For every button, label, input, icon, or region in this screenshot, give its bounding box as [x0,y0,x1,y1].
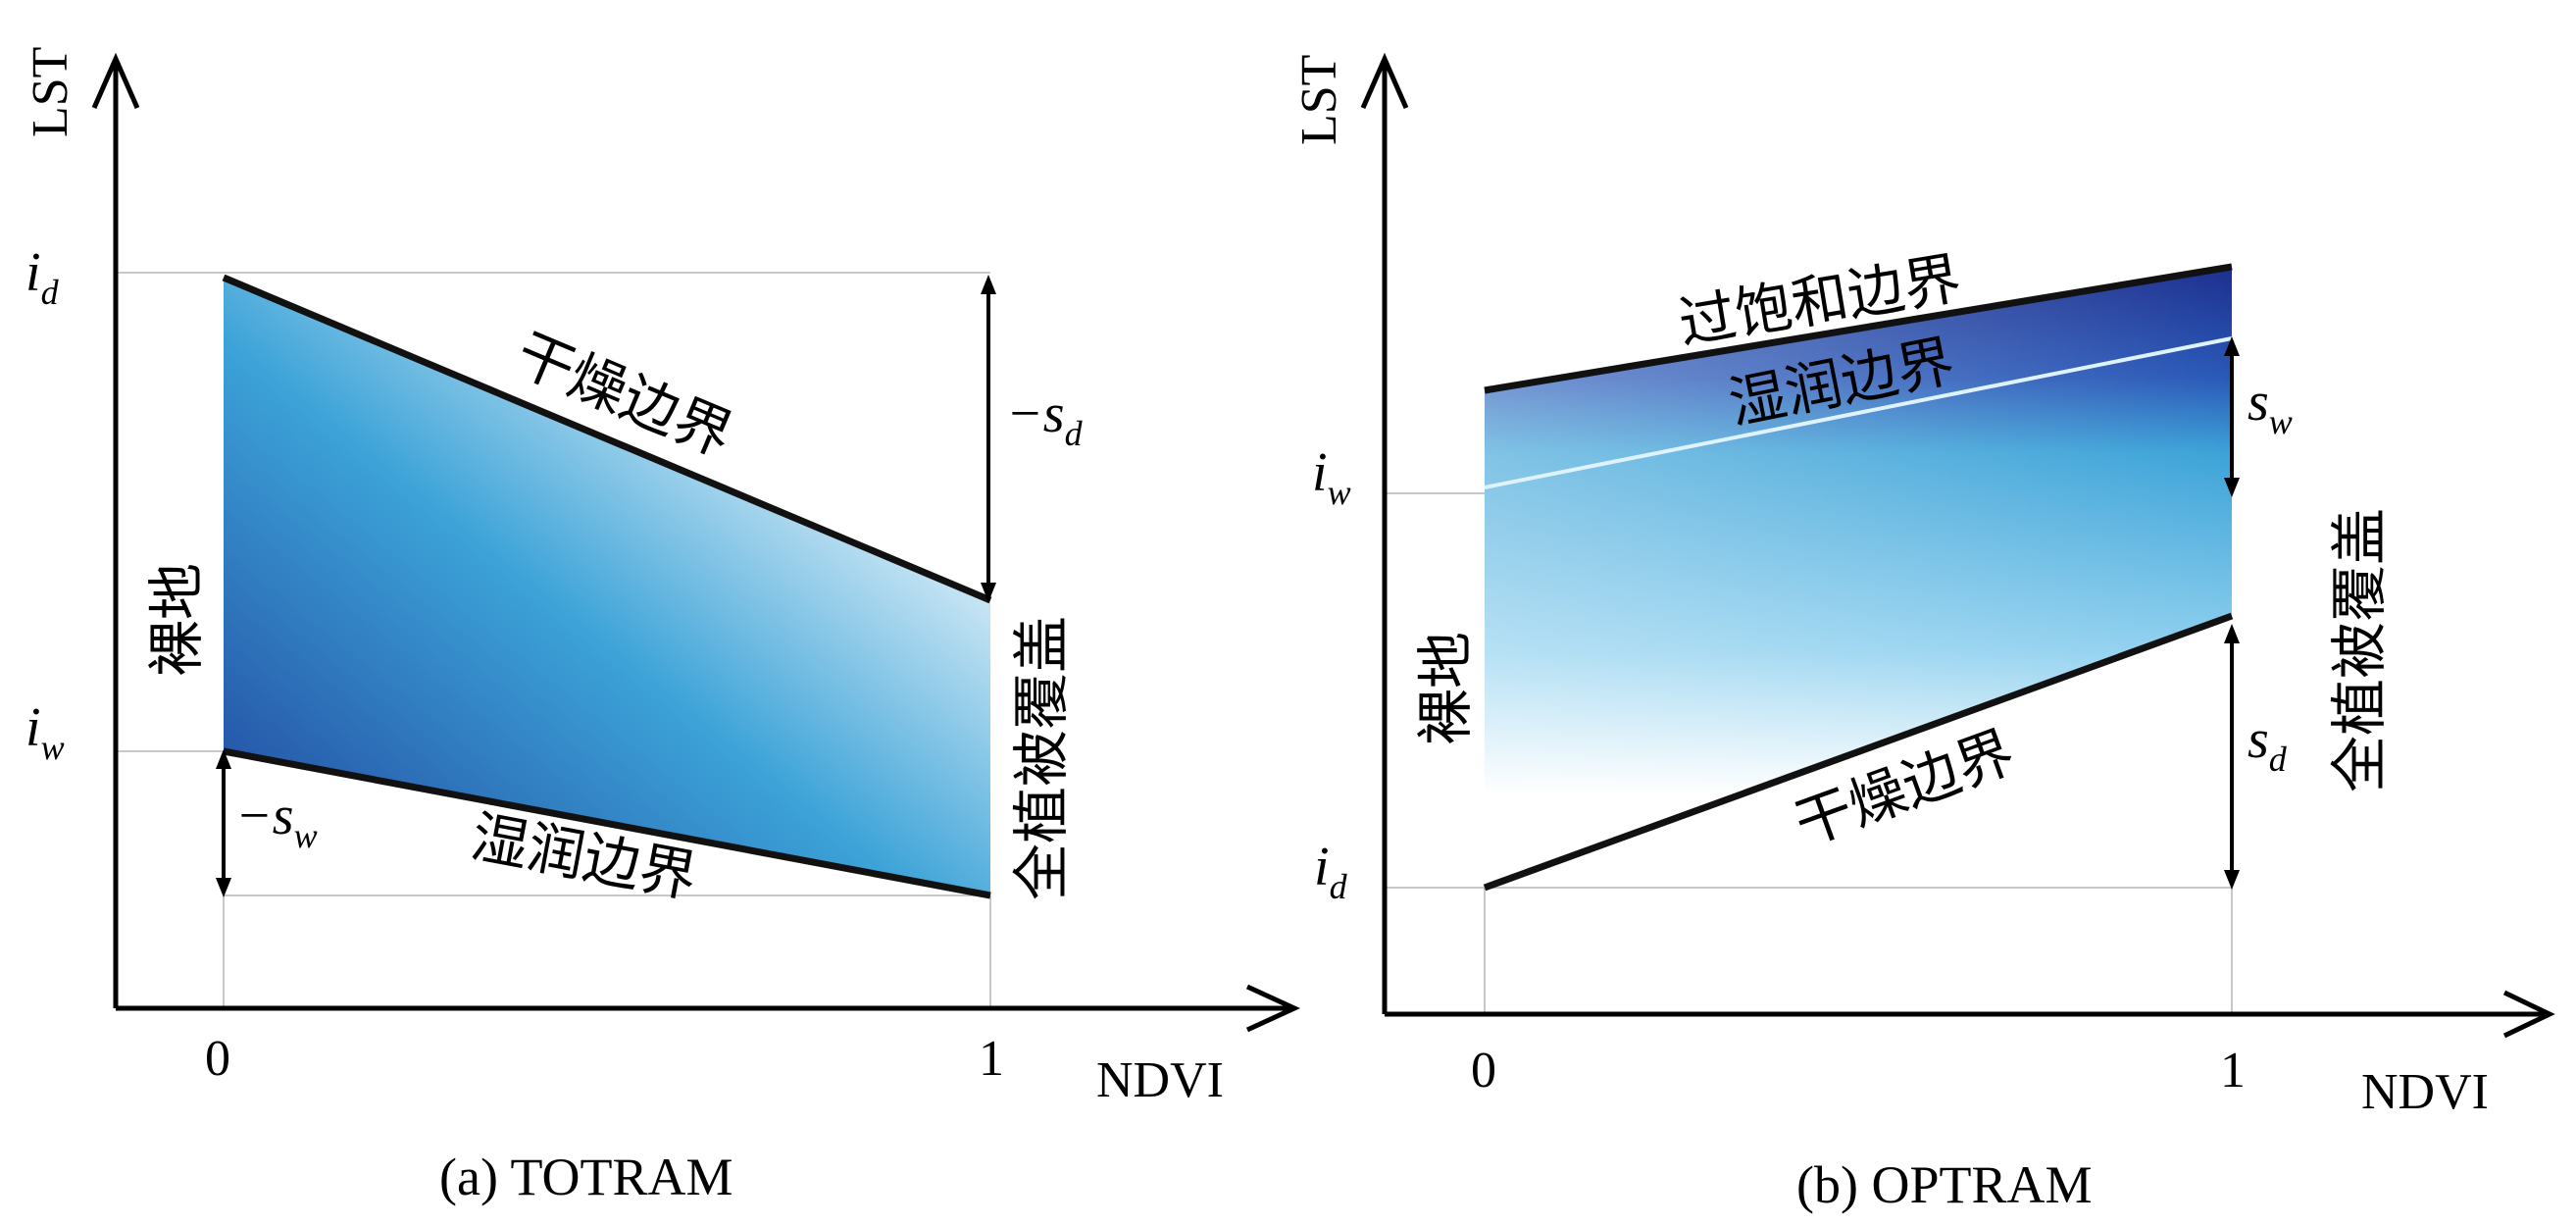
panel-a-tick-1: 1 [979,1031,1004,1087]
panel-a-x-arrowhead [1245,984,1301,1033]
panel-b-tick-0: 0 [1471,1043,1496,1098]
panel-a-dry-edge-line [222,274,992,604]
panel-b-bare-soil-label: 裸地 [1412,632,1479,745]
panel-b-iw-label: iw [1312,442,1351,512]
panel-b-id-label: id [1314,837,1348,906]
panel-b-caption: (b) OPTRAM [1796,1155,2093,1214]
panel-a-trapezoid [224,278,990,895]
panel-b-tick-1: 1 [2220,1043,2246,1098]
panel-a-totram: LST NDVI 0 1 id iw −sd −sw 干燥边界 湿润边界 裸地 … [23,47,1301,1206]
panel-b-guides [1385,492,2233,1014]
panel-b-optram: LST NDVI 0 1 iw id sw sd 过饱和边界 湿润边界 干燥边界… [1291,52,2555,1214]
panel-a-caption: (a) TOTRAM [439,1148,732,1206]
panel-a-bare-soil-label: 裸地 [143,563,210,677]
panel-a-y-arrowhead [91,52,140,110]
panel-b-region-highlight [1485,267,2232,888]
panel-a-neg-sd-label: −sd [1006,383,1084,453]
panel-a-y-axis-label: LST [23,47,78,137]
panel-b-sd-label: sd [2248,709,2288,779]
panel-b-x-arrowhead [2502,990,2555,1039]
panel-b-full-veg-label: 全植被覆盖 [2326,508,2393,792]
panel-a-x-axis-label: NDVI [1096,1052,1224,1108]
panel-a-id-label: id [25,242,60,312]
panel-b-x-axis-label: NDVI [2361,1064,2489,1120]
panel-a-full-veg-label: 全植被覆盖 [1008,616,1075,900]
panel-b-oversat-edge-line [1484,263,2233,394]
panel-a-iw-label: iw [25,697,65,767]
panel-b-wet-edge-line [1484,336,2233,489]
panel-a-neg-sw-label: −sw [235,786,318,855]
panel-b-dry-edge-line [1483,612,2234,892]
panel-a-tick-0: 0 [205,1031,230,1087]
panel-b-sw-label: sw [2248,372,2293,441]
panel-b-y-arrowhead [1360,52,1409,110]
panel-b-y-axis-label: LST [1291,55,1347,145]
panel-a-wet-edge-line [223,747,991,899]
